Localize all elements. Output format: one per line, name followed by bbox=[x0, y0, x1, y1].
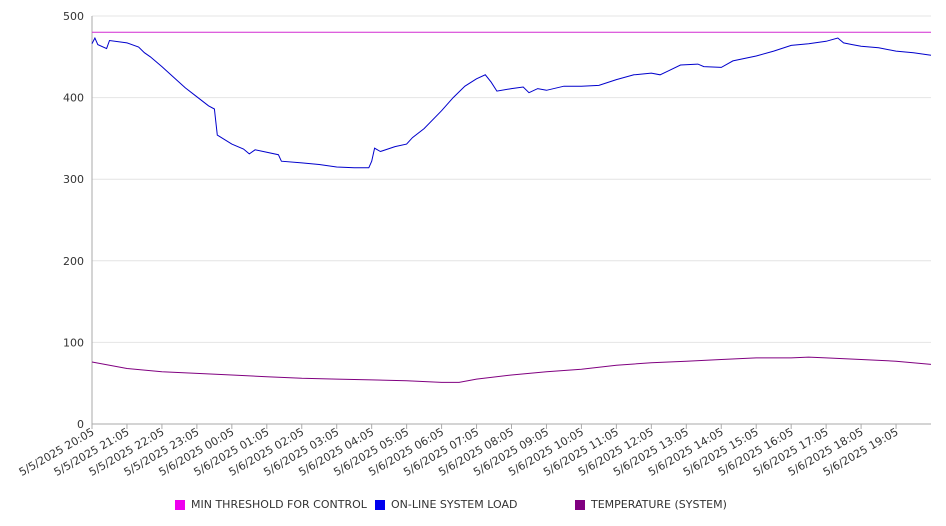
series-lines bbox=[91, 31, 932, 383]
legend-label-temperature: TEMPERATURE (SYSTEM) bbox=[591, 498, 727, 511]
grid-lines bbox=[92, 15, 931, 343]
legend-item-temperature[interactable]: TEMPERATURE (SYSTEM) bbox=[575, 498, 727, 511]
legend-swatch-temperature bbox=[575, 499, 585, 510]
y-tick-label: 0 bbox=[77, 418, 84, 431]
series-line-2 bbox=[91, 356, 932, 383]
y-tick-labels: 0 100 200 300 400 500 bbox=[63, 10, 84, 431]
y-tick-label: 400 bbox=[63, 92, 84, 105]
x-tick-labels: 5/5/2025 20:055/5/2025 21:055/5/2025 22:… bbox=[17, 424, 901, 479]
legend-item-threshold[interactable]: MIN THRESHOLD FOR CONTROL bbox=[175, 498, 367, 511]
y-tick-label: 200 bbox=[63, 255, 84, 268]
legend-label-load: ON-LINE SYSTEM LOAD bbox=[391, 498, 518, 511]
y-tick-label: 100 bbox=[63, 336, 84, 349]
axes bbox=[91, 16, 931, 425]
legend-swatch-threshold bbox=[175, 499, 185, 510]
legend-swatch-load bbox=[375, 499, 385, 510]
y-tick-label: 300 bbox=[63, 173, 84, 186]
legend-label-threshold: MIN THRESHOLD FOR CONTROL bbox=[191, 498, 367, 511]
legend-item-load[interactable]: ON-LINE SYSTEM LOAD bbox=[375, 498, 517, 511]
series-line-1 bbox=[91, 36, 932, 169]
y-tick-label: 500 bbox=[63, 10, 84, 23]
legend: MIN THRESHOLD FOR CONTROL ON-LINE SYSTEM… bbox=[0, 498, 946, 514]
